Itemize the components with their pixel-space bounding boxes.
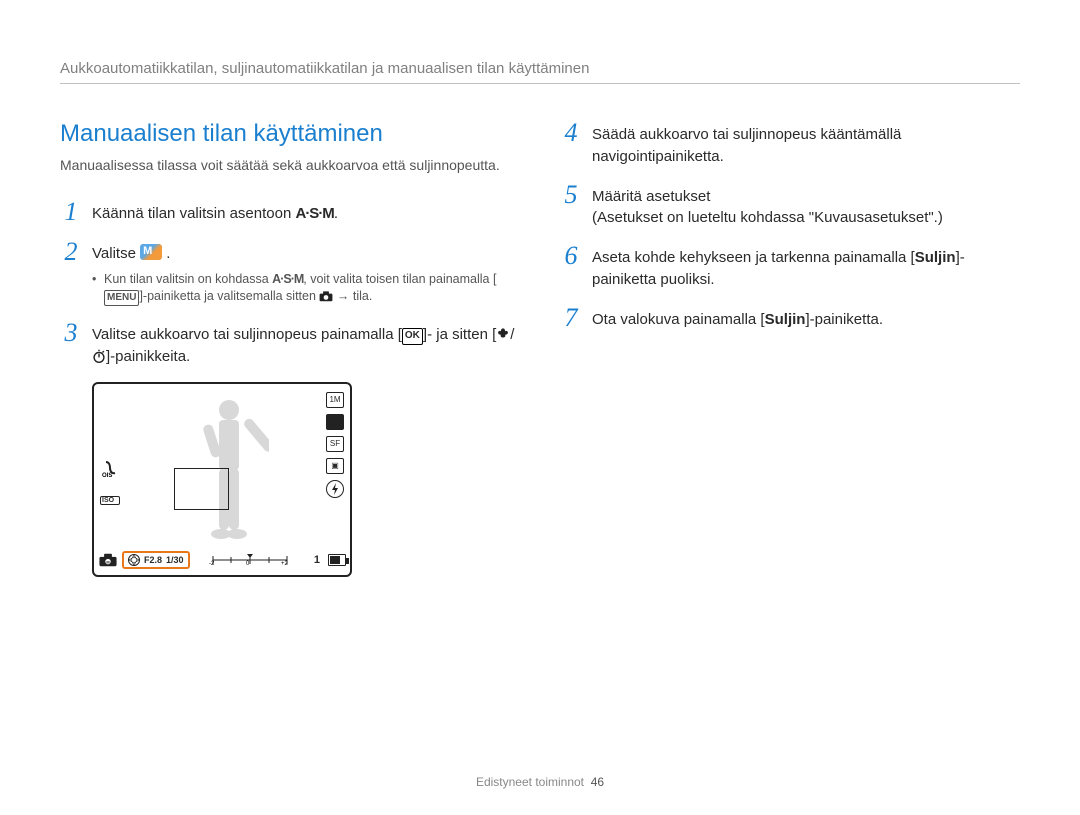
left-icon-stack: OIS ISO — [100, 460, 120, 505]
viewfinder-illustration: 1M SF ▣ OIS ISO M — [92, 382, 352, 577]
step-body: Ota valokuva painamalla [Suljin]-painike… — [592, 305, 883, 331]
sub-text: , voit valita toisen tilan painamalla [ — [303, 272, 496, 286]
timer-icon — [92, 349, 106, 363]
svg-text:OIS: OIS — [102, 473, 112, 478]
step-number: 2 — [60, 239, 82, 265]
svg-text:M: M — [106, 559, 109, 564]
sub-item: Kun tilan valitsin on kohdassa A·S·M, vo… — [92, 271, 520, 307]
right-icon-stack: 1M SF ▣ — [326, 392, 344, 498]
quality-sf-icon: SF — [326, 436, 344, 452]
mode-m-icon — [140, 244, 162, 260]
svg-text:-2: -2 — [209, 561, 215, 566]
step-body: Säädä aukkoarvo tai suljinnopeus kääntäm… — [592, 120, 1020, 168]
exposure-box: F2.8 1/30 — [122, 551, 190, 569]
page-number: 46 — [591, 775, 604, 789]
aperture-icon — [128, 554, 140, 566]
step-number: 6 — [560, 243, 582, 269]
metering-icon: ▣ — [326, 458, 344, 474]
menu-icon: MENU — [104, 290, 139, 306]
svg-text:+2: +2 — [281, 561, 289, 566]
step-number: 7 — [560, 305, 582, 331]
right-column: 4 Säädä aukkoarvo tai suljinnopeus käänt… — [560, 120, 1020, 577]
step-body: Valitse aukkoarvo tai suljinnopeus paina… — [92, 320, 520, 368]
resolution-icon: 1M — [326, 392, 344, 408]
iso-icon: ISO — [100, 496, 120, 505]
step-text: . — [334, 205, 338, 222]
step-body: Aseta kohde kehykseen ja tarkenna painam… — [592, 243, 1020, 291]
page-root: Aukkoautomatiikkatilan, suljinautomatiik… — [0, 0, 1080, 815]
sub-text: ]-painiketta ja valitsemalla sitten — [139, 289, 319, 303]
step-1: 1 Käännä tilan valitsin asentoon A·S·M. — [60, 199, 520, 225]
step-text: Valitse aukkoarvo tai suljinnopeus paina… — [92, 326, 402, 343]
step-text: ]- ja sitten [ — [423, 326, 496, 343]
ev-scale-icon: -2 0 +2 — [209, 554, 291, 566]
step-number: 3 — [60, 320, 82, 346]
svg-text:0: 0 — [246, 561, 250, 566]
step-text: ]-painiketta. — [805, 311, 883, 328]
shutter-label: Suljin — [765, 311, 806, 328]
step-number: 5 — [560, 182, 582, 208]
sub-text: → tila. — [337, 289, 372, 303]
battery-icon — [328, 554, 346, 566]
shutter-value: 1/30 — [166, 555, 184, 565]
step-body: Määritä asetukset (Asetukset on lueteltu… — [592, 182, 943, 230]
content-columns: Manuaalisen tilan käyttäminen Manuaalise… — [60, 120, 1020, 577]
bottom-bar: M F2.8 1/30 -2 0 +2 1 — [98, 551, 346, 569]
step-5: 5 Määritä asetukset (Asetukset on luetel… — [560, 182, 1020, 230]
step-text: Aseta kohde kehykseen ja tarkenna painam… — [592, 249, 915, 266]
shutter-label: Suljin — [915, 249, 956, 266]
step-2-sub: Kun tilan valitsin on kohdassa A·S·M, vo… — [92, 271, 520, 307]
chapter-title: Aukkoautomatiikkatilan, suljinautomatiik… — [60, 60, 1020, 84]
asm-icon: A·S·M — [295, 205, 333, 222]
aperture-value: F2.8 — [144, 555, 162, 565]
step-text: ]-painikkeita. — [106, 348, 190, 365]
left-column: Manuaalisen tilan käyttäminen Manuaalise… — [60, 120, 520, 577]
sub-text: Kun tilan valitsin on kohdassa — [104, 272, 272, 286]
step-2: 2 Valitse . Kun tilan valitsin on kohdas… — [60, 239, 520, 306]
step-text: Ota valokuva painamalla [ — [592, 311, 765, 328]
slash: / — [510, 326, 514, 343]
flash-icon — [326, 480, 344, 498]
step-text: . — [166, 245, 170, 262]
page-footer: Edistyneet toiminnot 46 — [0, 775, 1080, 789]
asm-icon: A·S·M — [272, 272, 303, 286]
camera-mode-icon: M — [98, 553, 118, 567]
section-heading: Manuaalisen tilan käyttäminen — [60, 120, 520, 148]
focus-rectangle — [174, 468, 229, 510]
step-body: Käännä tilan valitsin asentoon A·S·M. — [92, 199, 338, 225]
step-number: 4 — [560, 120, 582, 146]
step-body: Valitse . Kun tilan valitsin on kohdassa… — [92, 239, 520, 306]
footer-section: Edistyneet toiminnot — [476, 775, 584, 789]
ois-icon: OIS — [100, 460, 120, 480]
step-text: Käännä tilan valitsin asentoon — [92, 205, 295, 222]
frame-count: 1 — [314, 554, 320, 566]
step-text: Valitse — [92, 245, 140, 262]
steps-right: 4 Säädä aukkoarvo tai suljinnopeus käänt… — [560, 120, 1020, 331]
intro-text: Manuaalisessa tilassa voit säätää sekä a… — [60, 156, 520, 175]
step-6: 6 Aseta kohde kehykseen ja tarkenna pain… — [560, 243, 1020, 291]
step-7: 7 Ota valokuva painamalla [Suljin]-paini… — [560, 305, 1020, 331]
step-text: (Asetukset on lueteltu kohdassa "Kuvausa… — [592, 209, 943, 226]
ev-compensation: -2 0 +2 — [194, 553, 306, 567]
macro-icon — [496, 327, 510, 341]
quality-icon — [326, 414, 344, 430]
ok-button-icon: OK — [402, 328, 423, 345]
step-number: 1 — [60, 199, 82, 225]
step-4: 4 Säädä aukkoarvo tai suljinnopeus käänt… — [560, 120, 1020, 168]
camera-icon — [319, 290, 333, 302]
step-text: Määritä asetukset — [592, 188, 710, 205]
steps-left: 1 Käännä tilan valitsin asentoon A·S·M. … — [60, 199, 520, 368]
step-3: 3 Valitse aukkoarvo tai suljinnopeus pai… — [60, 320, 520, 368]
